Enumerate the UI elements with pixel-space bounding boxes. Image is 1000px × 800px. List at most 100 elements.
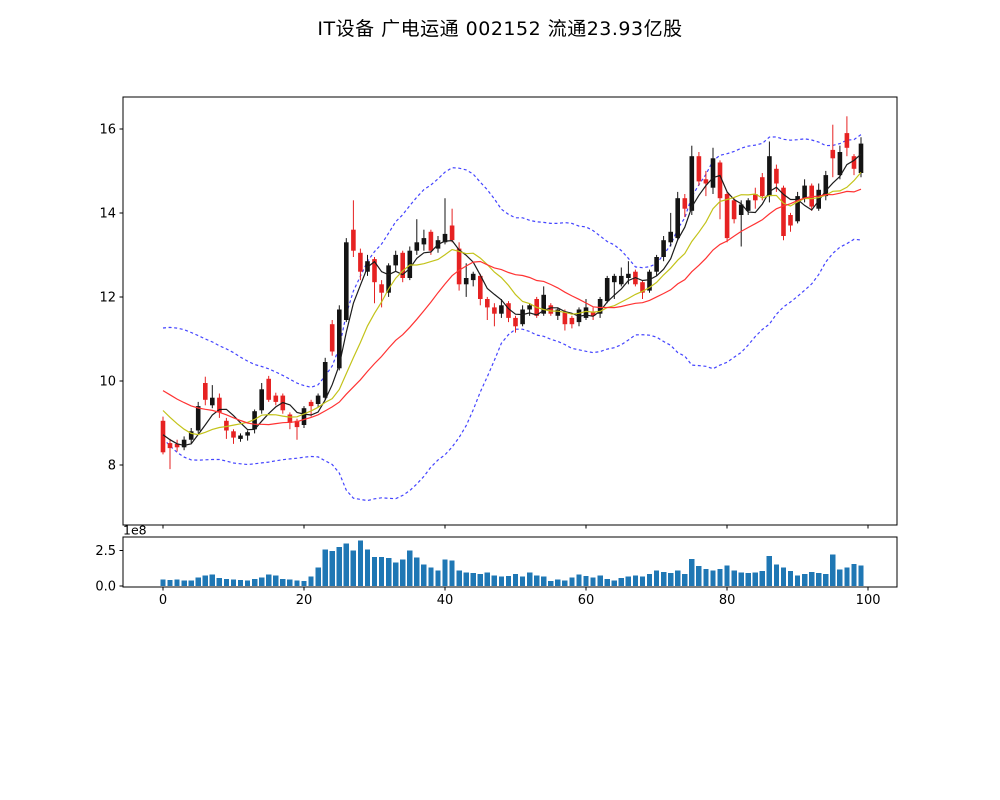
volume-bar [252,579,258,586]
candle [407,250,413,278]
candle [541,294,546,314]
x-tick-label: 20 [296,593,313,608]
candle [393,254,398,266]
candle [174,443,180,448]
volume-bar [541,576,547,586]
boll_upper-line [162,134,862,388]
candle [724,194,730,239]
volume-bar [202,575,208,586]
volume-bar [259,577,265,586]
volume-bar [371,556,378,586]
volume-bar [322,549,328,586]
candle [738,204,744,215]
candle [767,156,772,197]
volume-bar [632,575,639,586]
candle [795,196,800,222]
volume-bar [287,579,293,586]
volume-bar [378,556,385,586]
candle [555,309,561,316]
volume-bar [661,571,667,586]
volume-bar [195,577,201,586]
candle [386,265,391,293]
candle [647,271,652,291]
price-tick-label: 14 [99,206,116,221]
candle [224,420,229,431]
bollinger-bands-layer [162,134,862,502]
candle [428,231,434,251]
x-tick-label: 80 [719,593,736,608]
volume-bar [639,576,646,586]
volume-bar [675,570,681,586]
volume-bar [802,573,808,586]
volume-bar [301,581,307,586]
candle [442,233,448,243]
volume-bar [696,566,702,586]
candle [513,317,518,327]
candle [485,299,490,308]
volume-bar [752,572,758,586]
candle [858,143,864,173]
volume-bar [266,574,272,586]
candle [308,401,314,407]
candle [181,439,187,448]
x-tick-label: 100 [856,593,881,608]
candle [231,431,236,438]
volume-bar [527,572,533,586]
volume-bar [738,572,744,586]
price-tick-label: 16 [99,122,116,137]
candle [830,149,836,159]
volume-bar [386,558,392,586]
candle [414,242,420,251]
candle [322,362,328,398]
volume-bar [308,576,314,586]
volume-bar [160,579,166,586]
candle [661,240,666,257]
ma20-line [162,188,862,426]
volume-bar [407,550,413,586]
candle [745,200,751,211]
volume-bar [209,574,215,586]
volume-bar [505,576,512,586]
candle [675,198,680,239]
candle [400,252,405,278]
candle [329,324,335,352]
candle [499,305,504,314]
volume-bar [745,573,751,586]
volume-bar [244,580,251,586]
candle [210,397,215,406]
volume-bar [364,549,371,586]
candle [583,307,589,318]
candle [619,275,624,285]
candle [351,229,356,251]
volume-bar [470,573,476,586]
volume-bar [618,578,624,586]
candle [788,215,793,226]
candle [527,305,532,310]
volume-bar [809,571,815,586]
volume-bar [794,575,801,586]
volume-bar [787,571,794,586]
volume-bar [167,580,173,586]
volume-bar [237,580,244,586]
x-tick-label: 40 [437,593,454,608]
candle [562,311,568,325]
volume-bar [562,580,568,586]
volume-bar [498,576,505,586]
candle [463,278,469,285]
candle [548,305,554,314]
candle [217,397,222,413]
volume-bar [731,570,737,586]
candle [569,317,575,325]
candle [781,187,786,236]
volume-bar [463,572,469,586]
volume-bar [816,573,822,586]
volume-bar [512,573,519,586]
candle [245,432,250,436]
price-tick-label: 12 [99,290,116,305]
volume-bar [682,573,688,586]
volume-bar [837,569,843,586]
x-tick-label: 0 [159,593,167,608]
volume-bar [569,577,575,586]
candle [682,198,688,209]
volume-bar [611,580,617,586]
